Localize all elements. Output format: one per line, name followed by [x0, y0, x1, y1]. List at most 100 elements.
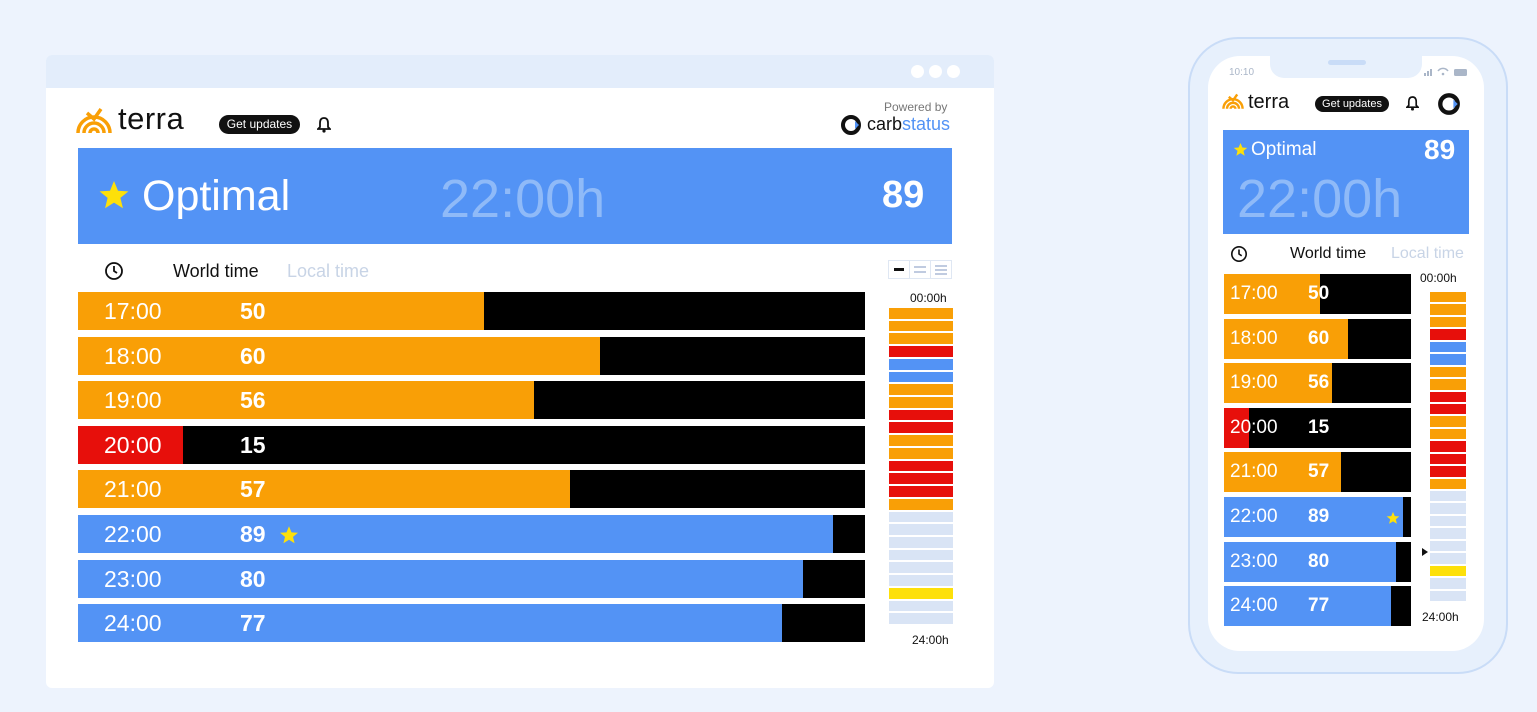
best-hour-star-icon	[279, 525, 299, 550]
hour-score: 89	[1308, 506, 1330, 527]
hour-label: 22:00	[1230, 506, 1278, 527]
score-bar-fill	[78, 425, 184, 464]
brand-name: terra	[118, 101, 185, 136]
best-hour-star-icon	[1386, 511, 1400, 530]
strip-segment	[1430, 341, 1466, 353]
status-time: 22:00h	[1237, 169, 1403, 229]
hour-score: 77	[240, 610, 266, 637]
hour-score: 15	[240, 431, 266, 458]
status-score: 89	[882, 174, 925, 216]
view-toggle-group	[888, 260, 952, 279]
score-bar-fill	[1224, 318, 1348, 359]
tab-world-time[interactable]: World time	[1290, 245, 1367, 262]
strip-segment	[1430, 292, 1466, 303]
status-banner: Optimal 22:00h 89	[78, 148, 952, 244]
strip-segment	[889, 397, 953, 408]
score-bar-fill	[78, 470, 570, 509]
hour-label: 23:00	[1230, 550, 1278, 572]
hour-row[interactable]: 24:00 77	[78, 604, 865, 643]
score-bar-fill	[78, 336, 600, 375]
star-icon	[99, 181, 129, 209]
carbstatus-logo-icon	[1438, 93, 1460, 115]
hour-score: 56	[1308, 372, 1330, 394]
hour-row[interactable]: 23:00 80	[78, 559, 865, 598]
mobile-screen: 10:10 terra Get updates Optimal 89 22:00…	[1208, 56, 1484, 651]
carbstatus-logo-icon	[841, 115, 861, 135]
hour-row[interactable]: 22:00 89	[1224, 497, 1411, 537]
strip-segment	[1430, 553, 1466, 564]
hour-score: 57	[240, 476, 266, 503]
score-bar-fill	[1224, 407, 1250, 448]
hour-row[interactable]: 23:00 80	[1224, 541, 1411, 582]
brand-name: terra	[1248, 91, 1290, 113]
get-updates-button[interactable]: Get updates	[219, 115, 300, 134]
strip-segment	[1430, 354, 1466, 365]
hour-label: 21:00	[104, 476, 162, 503]
hour-score: 15	[1308, 416, 1330, 438]
view-expanded-button[interactable]	[931, 261, 951, 278]
hour-row[interactable]: 21:00 57	[1224, 452, 1411, 493]
strip-segment	[889, 320, 953, 332]
strip-segment	[1430, 391, 1466, 402]
score-bar-fill	[78, 559, 803, 598]
get-updates-button[interactable]: Get updates	[1315, 96, 1389, 112]
current-time-marker-icon	[1422, 548, 1428, 556]
window-control-dot[interactable]	[911, 65, 924, 78]
browser-title-bar	[46, 55, 994, 88]
strip-segment	[1430, 316, 1466, 328]
hour-row[interactable]: 19:00 56	[1224, 363, 1411, 404]
strip-segment	[889, 549, 953, 561]
hour-label: 19:00	[1230, 372, 1278, 394]
tab-local-time[interactable]: Local time	[1391, 245, 1464, 262]
bell-icon[interactable]	[317, 117, 331, 133]
window-control-dot[interactable]	[947, 65, 960, 78]
score-bar-fill	[78, 604, 783, 643]
hour-row[interactable]: 21:00 57	[78, 470, 865, 509]
tab-local-time[interactable]: Local time	[287, 261, 370, 281]
strip-segment	[889, 333, 953, 345]
strip-segment	[1430, 503, 1466, 514]
hour-row[interactable]: 19:00 56	[78, 381, 865, 420]
status-label: Optimal	[142, 172, 291, 220]
view-medium-button[interactable]	[910, 261, 930, 278]
hour-label: 18:00	[104, 342, 162, 369]
strip-segment	[1430, 565, 1466, 577]
strip-segment	[889, 587, 953, 599]
day-overview-strip[interactable]	[889, 308, 953, 626]
hour-score: 60	[240, 342, 266, 369]
score-bar-fill	[1224, 586, 1392, 627]
hour-score: 80	[1308, 550, 1330, 572]
strip-segment	[889, 435, 953, 446]
hour-row[interactable]: 22:00 89	[78, 515, 865, 553]
hour-row[interactable]: 24:00 77	[1224, 586, 1411, 627]
strip-segment	[1430, 416, 1466, 427]
score-bar-fill	[1224, 541, 1397, 582]
strip-segment	[889, 447, 953, 459]
strip-segment	[1430, 366, 1466, 378]
strip-segment	[889, 562, 953, 574]
hour-label: 17:00	[104, 298, 162, 324]
window-control-dot[interactable]	[929, 65, 942, 78]
day-overview-strip[interactable]	[1430, 292, 1466, 603]
hour-label: 19:00	[104, 387, 162, 414]
hour-row[interactable]: 17:00 50	[78, 292, 865, 330]
hour-score: 77	[1308, 595, 1330, 617]
hour-row[interactable]: 18:00 60	[78, 336, 865, 375]
view-compact-button[interactable]	[889, 261, 909, 278]
hour-label: 24:00	[104, 610, 162, 637]
hour-row[interactable]: 20:00 15	[78, 425, 865, 464]
tab-world-time[interactable]: World time	[173, 261, 259, 281]
strip-segment	[1430, 491, 1466, 502]
hour-row[interactable]: 17:00 50	[1224, 274, 1411, 314]
score-bar-fill	[1224, 452, 1341, 493]
hour-label: 24:00	[1230, 595, 1278, 617]
strip-segment	[1430, 453, 1466, 465]
score-bar-fill	[1224, 497, 1404, 537]
hour-row[interactable]: 20:00 15	[1224, 407, 1411, 448]
score-bar-fill	[1224, 274, 1321, 314]
bell-icon[interactable]	[1406, 96, 1419, 111]
carbstatus-wordmark: carbstatus	[867, 114, 951, 134]
hour-label: 21:00	[1230, 461, 1278, 483]
strip-segment	[889, 384, 953, 396]
hour-row[interactable]: 18:00 60	[1224, 318, 1411, 359]
